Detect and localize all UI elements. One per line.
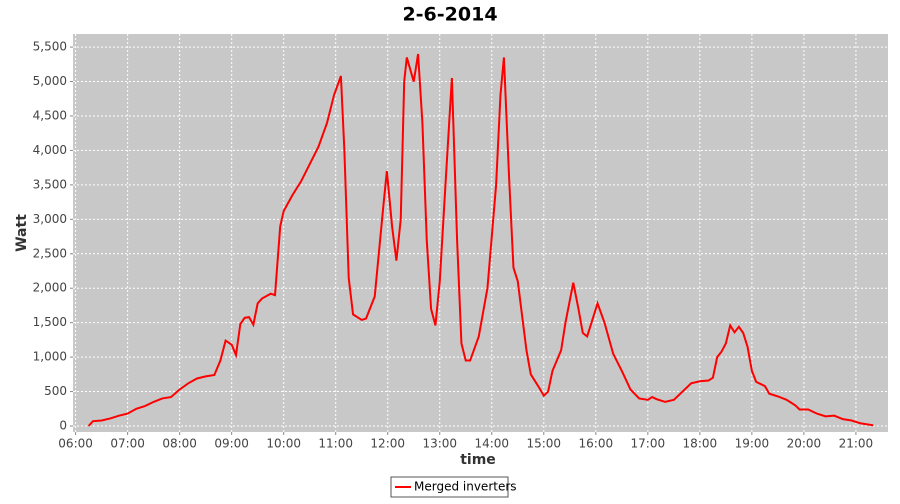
legend-label: Merged inverters (414, 480, 517, 494)
x-tick-label: 10:00 (266, 437, 301, 451)
y-tick-label: 3,000 (33, 212, 67, 226)
y-tick-label: 1,000 (33, 350, 67, 364)
y-tick-label: 0 (59, 419, 67, 433)
x-tick-label: 12:00 (370, 437, 405, 451)
y-tick-label: 3,500 (33, 177, 67, 191)
x-tick-label: 09:00 (214, 437, 249, 451)
x-tick-label: 13:00 (422, 437, 457, 451)
x-tick-label: 15:00 (526, 437, 561, 451)
x-tick-label: 07:00 (110, 437, 145, 451)
x-tick-label: 20:00 (787, 437, 822, 451)
chart-title: 2-6-2014 (402, 4, 497, 26)
x-tick-label: 18:00 (683, 437, 718, 451)
x-tick-label: 06:00 (58, 437, 93, 451)
legend (390, 476, 509, 498)
line (87, 53, 874, 427)
y-axis-label: Watt (14, 214, 30, 252)
y-tick-label: 500 (44, 384, 67, 398)
x-tick-label: 08:00 (162, 437, 197, 451)
x-tick-label: 16:00 (579, 437, 614, 451)
y-tick-label: 5,500 (33, 40, 67, 54)
x-tick-label: 19:00 (735, 437, 770, 451)
y-tick-label: 2,000 (33, 281, 67, 295)
y-tick-label: 5,000 (33, 74, 67, 88)
x-axis-label: time (460, 452, 496, 468)
y-tick-label: 2,500 (33, 246, 67, 260)
y-tick-label: 1,500 (33, 315, 67, 329)
y-tick-label: 4,500 (33, 108, 67, 122)
plot-area (73, 34, 888, 432)
x-tick-label: 21:00 (839, 437, 874, 451)
x-tick-label: 11:00 (318, 437, 353, 451)
y-tick-label: 4,000 (33, 143, 67, 157)
x-tick-label: 17:00 (631, 437, 666, 451)
x-tick-label: 14:00 (474, 437, 509, 451)
